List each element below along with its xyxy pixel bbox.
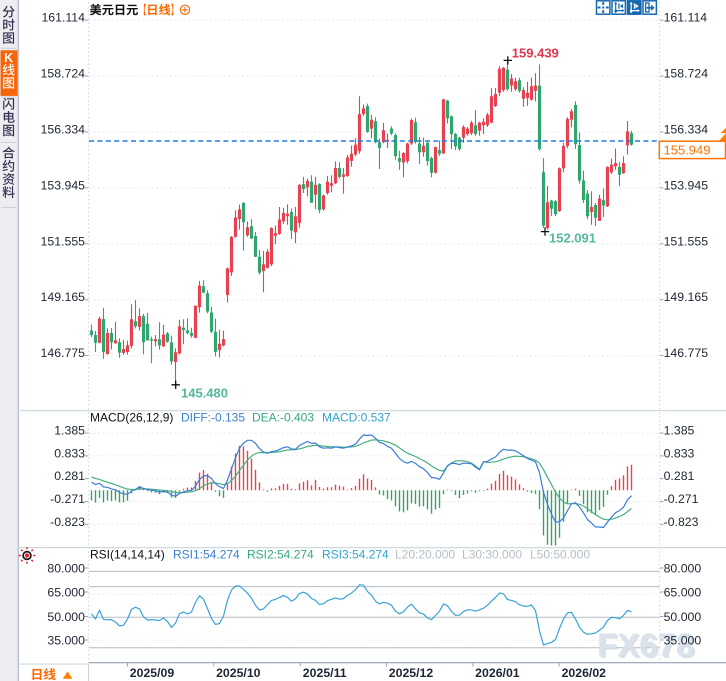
svg-text:-0.271: -0.271 xyxy=(50,492,85,506)
svg-text:146.775: 146.775 xyxy=(664,346,709,360)
svg-text:151.555: 151.555 xyxy=(41,234,86,248)
svg-text:RSI1:54.274: RSI1:54.274 xyxy=(173,548,240,562)
svg-text:65.000: 65.000 xyxy=(47,586,85,600)
svg-text:RSI2:54.274: RSI2:54.274 xyxy=(247,548,314,562)
svg-text:K: K xyxy=(4,51,13,65)
svg-text:0.281: 0.281 xyxy=(664,469,695,483)
svg-text:2026/02: 2026/02 xyxy=(562,666,607,680)
svg-text:2025/09: 2025/09 xyxy=(130,666,175,680)
svg-text:0.833: 0.833 xyxy=(54,446,85,460)
svg-text:MACD:0.537: MACD:0.537 xyxy=(322,411,391,425)
svg-text:DIFF:-0.135: DIFF:-0.135 xyxy=(181,411,245,425)
svg-text:L30:30.000: L30:30.000 xyxy=(462,548,522,562)
svg-text:145.480: 145.480 xyxy=(181,386,228,401)
svg-text:80.000: 80.000 xyxy=(47,562,85,576)
svg-text:-0.823: -0.823 xyxy=(50,515,85,529)
svg-text:RSI3:54.274: RSI3:54.274 xyxy=(322,548,389,562)
svg-text:156.334: 156.334 xyxy=(41,123,86,137)
svg-text:158.724: 158.724 xyxy=(664,67,709,81)
svg-text:FX678: FX678 xyxy=(599,628,696,665)
svg-text:2025/12: 2025/12 xyxy=(389,666,434,680)
svg-text:149.165: 149.165 xyxy=(664,290,709,304)
svg-text:L20:20.000: L20:20.000 xyxy=(395,548,455,562)
svg-text:2025/10: 2025/10 xyxy=(216,666,261,680)
svg-text:-0.271: -0.271 xyxy=(664,492,699,506)
svg-text:156.334: 156.334 xyxy=(664,123,709,137)
svg-text:1.385: 1.385 xyxy=(664,424,695,438)
svg-text:MACD(26,12,9): MACD(26,12,9) xyxy=(90,411,173,425)
svg-text:155.949: 155.949 xyxy=(664,143,711,158)
svg-text:151.555: 151.555 xyxy=(664,234,709,248)
svg-text:0.281: 0.281 xyxy=(54,469,85,483)
svg-text:RSI(14,14,14): RSI(14,14,14) xyxy=(90,548,165,562)
svg-text:2025/11: 2025/11 xyxy=(303,666,347,680)
svg-text:146.775: 146.775 xyxy=(41,346,86,360)
svg-text:L50:50.000: L50:50.000 xyxy=(530,548,590,562)
svg-text:80.000: 80.000 xyxy=(664,562,702,576)
svg-text:1.385: 1.385 xyxy=(54,424,85,438)
svg-text:161.114: 161.114 xyxy=(41,11,85,25)
svg-text:149.165: 149.165 xyxy=(41,290,86,304)
svg-text:FX678: FX678 xyxy=(597,627,694,664)
svg-text:65.000: 65.000 xyxy=(664,586,702,600)
svg-text:DEA:-0.403: DEA:-0.403 xyxy=(252,411,314,425)
svg-text:-0.823: -0.823 xyxy=(664,515,699,529)
svg-text:153.945: 153.945 xyxy=(41,178,86,192)
svg-text:35.000: 35.000 xyxy=(47,634,85,648)
svg-text:159.439: 159.439 xyxy=(512,46,559,61)
svg-text:2026/01: 2026/01 xyxy=(475,666,520,680)
svg-text:153.945: 153.945 xyxy=(664,178,709,192)
svg-text:35.000: 35.000 xyxy=(664,634,702,648)
svg-text:50.000: 50.000 xyxy=(47,610,85,624)
svg-text:161.114: 161.114 xyxy=(664,11,708,25)
svg-text:50.000: 50.000 xyxy=(664,610,702,624)
svg-text:152.091: 152.091 xyxy=(549,231,596,246)
svg-text:0.833: 0.833 xyxy=(664,446,695,460)
svg-text:158.724: 158.724 xyxy=(41,67,86,81)
